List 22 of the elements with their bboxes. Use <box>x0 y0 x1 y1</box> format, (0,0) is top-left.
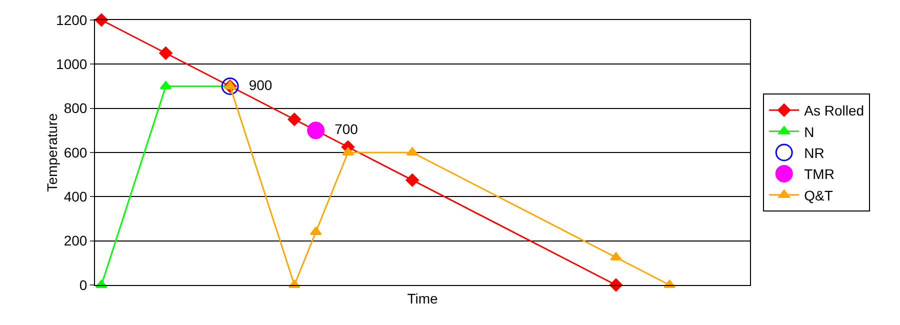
point <box>307 122 325 140</box>
legend-label: As Rolled <box>804 102 864 119</box>
point <box>342 147 354 156</box>
x-axis-title: Time <box>407 290 438 306</box>
data-label: 700 <box>326 120 358 137</box>
legend-label: Q&T <box>804 187 834 204</box>
data-label: 900 <box>241 76 272 93</box>
point <box>406 174 419 187</box>
y-tick-label: 0 <box>79 276 88 293</box>
point <box>288 112 301 126</box>
y-tick-label: 800 <box>64 100 88 116</box>
y-tick-label: 1000 <box>56 56 88 72</box>
y-tick-label: 200 <box>64 232 88 249</box>
y-axis-title: Temperature <box>44 112 60 192</box>
point <box>159 46 172 60</box>
y-tick-label: 1200 <box>56 12 88 28</box>
y-tick-label: 400 <box>64 188 88 205</box>
legend-label: N <box>804 124 814 140</box>
point <box>610 252 622 260</box>
y-tick-label: 600 <box>64 144 88 160</box>
legend-label: TMR <box>804 166 834 182</box>
legend-label: NR <box>804 144 824 161</box>
